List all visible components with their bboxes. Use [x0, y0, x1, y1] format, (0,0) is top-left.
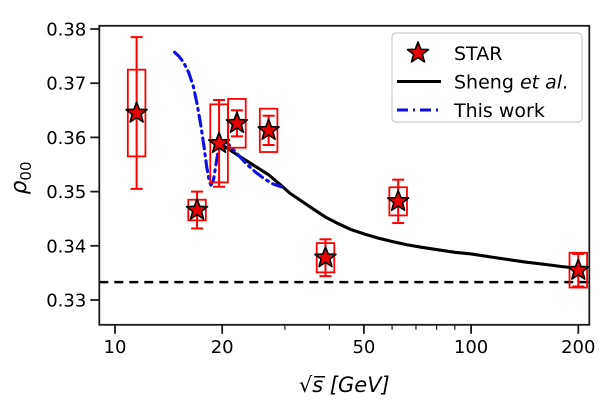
data-point-27	[257, 107, 280, 153]
star-marker	[386, 189, 410, 212]
curve-sheng-et-al-	[216, 140, 580, 271]
star-marker	[207, 131, 231, 154]
sys-error-box	[258, 107, 279, 153]
y-tick-label-0.35: 0.35	[46, 182, 86, 203]
y-tick-label-0.33: 0.33	[46, 291, 86, 312]
star-marker	[257, 118, 280, 141]
legend: STAR Sheng et al. This work	[391, 32, 583, 123]
data-point-17	[185, 190, 209, 230]
data-point-200	[567, 251, 590, 289]
plot-border	[98, 24, 591, 326]
data-point-11.5	[125, 36, 148, 190]
y-tick-label-0.37: 0.37	[46, 74, 86, 95]
legend-box	[391, 32, 583, 123]
legend-item-0: STAR	[406, 41, 502, 65]
x-tick-label-20: 20	[211, 337, 234, 358]
star-marker	[567, 258, 590, 280]
y-tick-label-0.36: 0.36	[46, 128, 86, 149]
star-marker	[185, 198, 209, 220]
x-tick-label-50: 50	[352, 337, 375, 358]
data-point-62.4	[386, 178, 410, 225]
y-tick-label-0.34: 0.34	[46, 236, 86, 257]
star-marker	[125, 101, 148, 123]
y-tick-label-0.38: 0.38	[46, 20, 86, 41]
legend-label-1: Sheng et al.	[454, 71, 568, 93]
star-marker	[225, 111, 249, 134]
x-tick-label-10: 10	[104, 337, 127, 358]
legend-label-0: STAR	[454, 43, 502, 65]
data-point-39	[314, 238, 337, 278]
legend-item-2: This work	[397, 100, 545, 122]
data-point-19.6	[207, 99, 231, 188]
x-axis-label: √s̅ [GeV]	[299, 373, 390, 397]
legend-item-1: Sheng et al.	[397, 71, 568, 93]
star-marker	[314, 245, 337, 268]
legend-star-icon	[406, 41, 430, 63]
sys-error-box	[568, 251, 589, 289]
curve-this-work	[173, 50, 283, 189]
sys-error-box	[227, 98, 247, 149]
legend-label-2: This work	[453, 100, 545, 122]
x-tick-label-200: 200	[561, 337, 595, 358]
data-point-22	[225, 98, 249, 149]
x-tick-label-100: 100	[454, 337, 488, 358]
y-axis-label: ρ00	[7, 161, 35, 194]
